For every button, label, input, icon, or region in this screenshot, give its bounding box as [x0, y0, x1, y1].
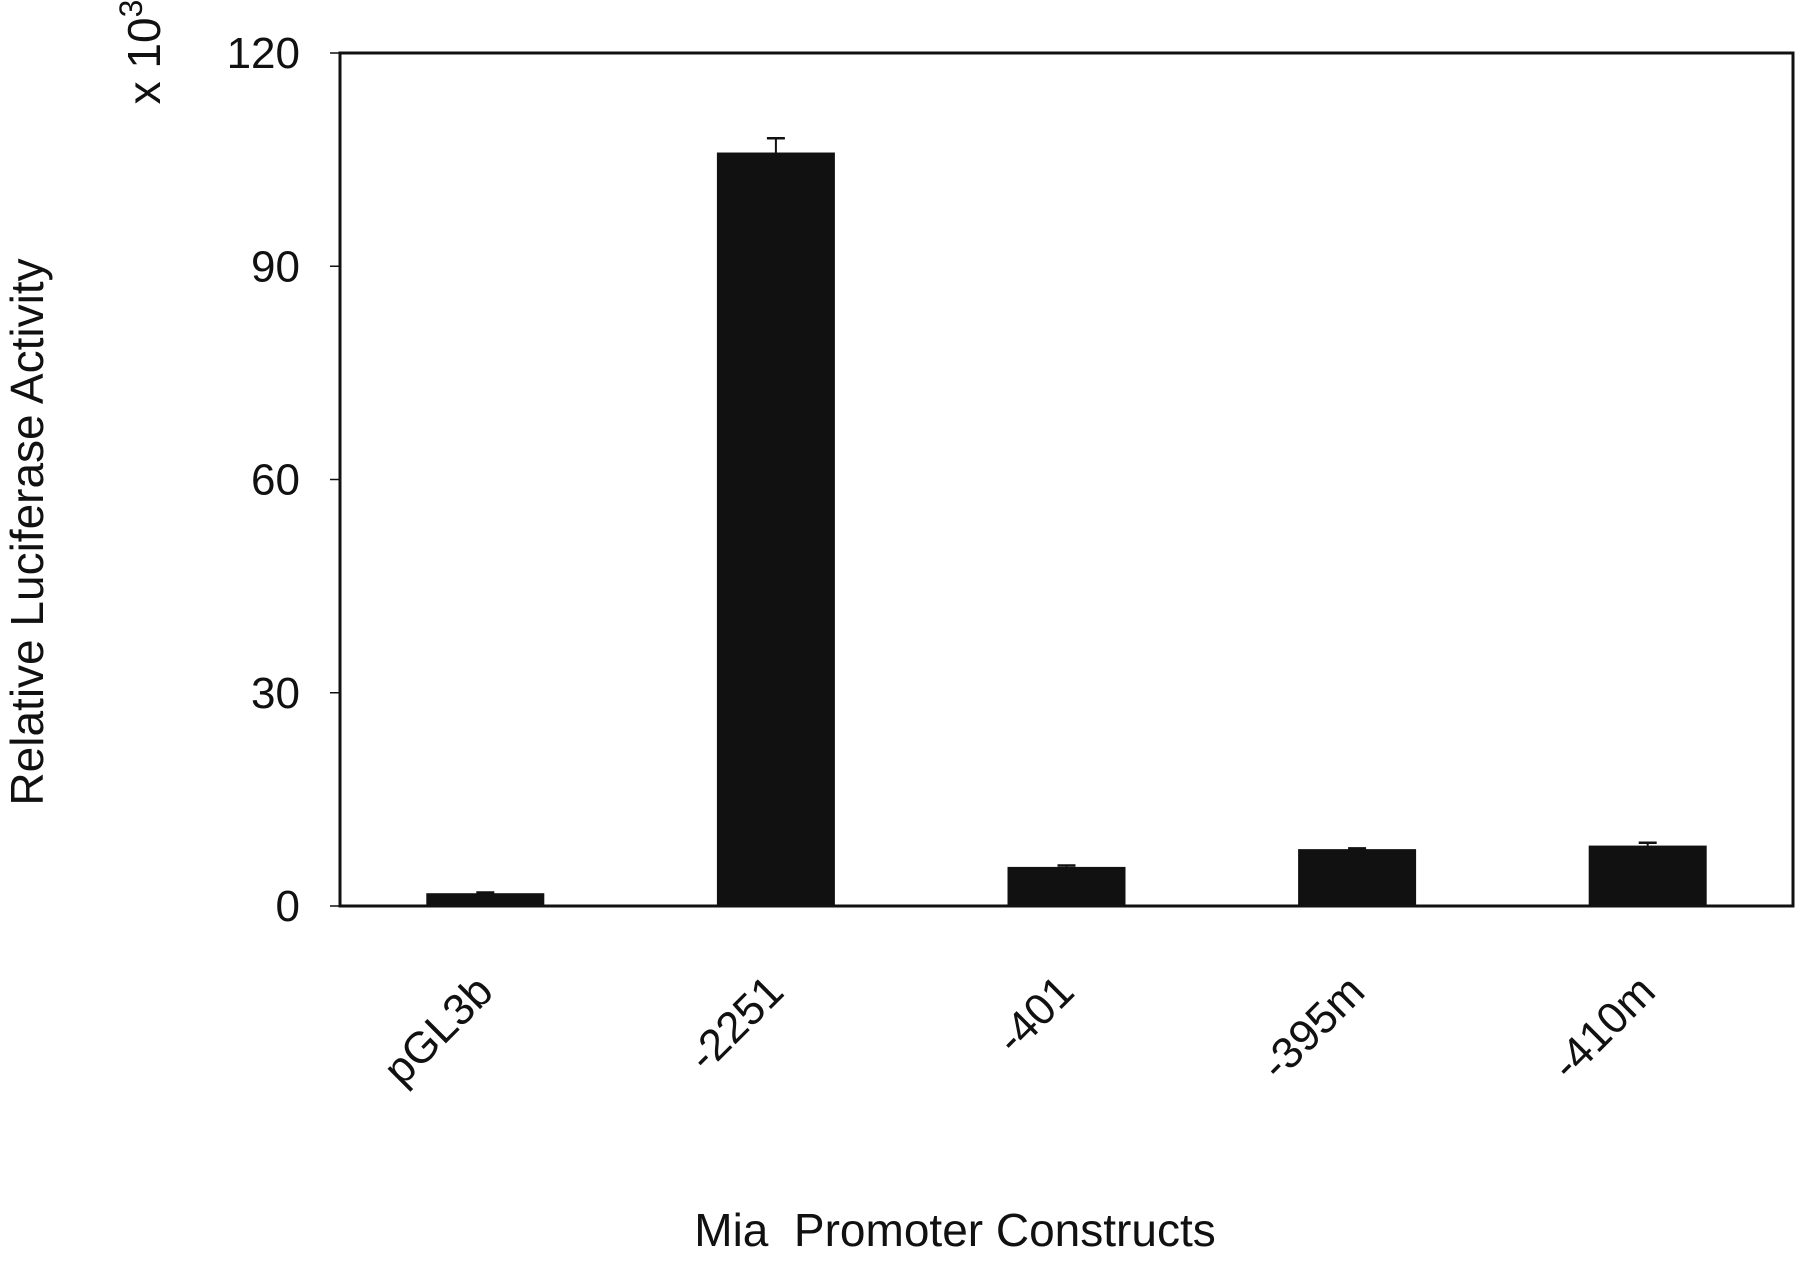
x-axis-title: Mia Promoter Constructs: [694, 1204, 1215, 1256]
error-bars-group: [476, 137, 1657, 894]
y-tick-label: 90: [251, 242, 300, 291]
multiplier-prefix: x 10: [118, 17, 170, 104]
bars-group: [426, 152, 1707, 906]
y-tick-label: 30: [251, 669, 300, 718]
bar: [1588, 845, 1707, 906]
y-tick-label: 0: [276, 882, 300, 931]
bar: [716, 152, 835, 906]
bar: [426, 893, 545, 906]
y-axis-ticks: 0 30 60 90 120: [227, 29, 340, 931]
y-axis-title: Relative Luciferase Activity: [1, 258, 53, 805]
multiplier-exponent: 3: [113, 0, 149, 17]
y-tick-label: 60: [251, 456, 300, 505]
y-axis-multiplier: x 103: [113, 0, 170, 104]
bar: [1298, 849, 1417, 906]
y-tick-label: 120: [227, 29, 300, 78]
bar: [1007, 866, 1126, 906]
